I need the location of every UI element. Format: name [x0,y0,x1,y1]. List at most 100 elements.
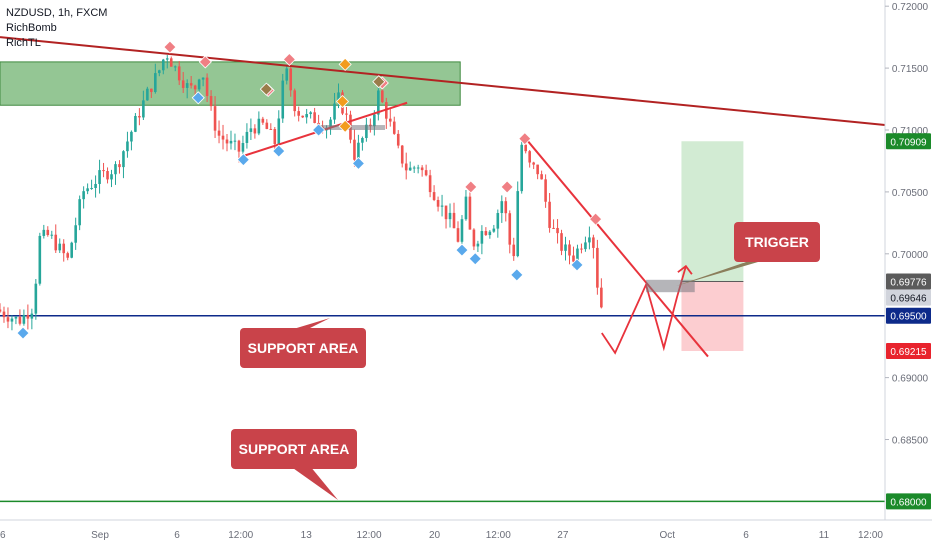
candle-body [424,170,428,176]
indicator-richtl[interactable]: RichTL [6,37,41,49]
candle-body [353,139,356,160]
candle-body [464,196,468,220]
bearish-marker [518,132,532,146]
candle-body [197,79,201,90]
bullish-marker [510,268,524,282]
candle-body [257,118,261,134]
bullish-marker [455,243,469,257]
candle-body [476,243,480,247]
candle-body [329,119,332,128]
candle-body [432,192,436,200]
descending-trendline[interactable] [0,36,886,127]
candle-body [205,77,209,97]
candle-body [241,142,245,152]
candle-body [452,212,456,229]
price-badge-label: 0.69646 [890,294,927,305]
support-lower-callout-box[interactable] [231,429,357,469]
candle-body [596,247,599,288]
price-tick-label: 0.72000 [892,2,929,13]
candle-body [392,121,396,134]
candle-body [86,188,89,192]
candle-body [10,318,14,322]
candle-body [110,174,113,180]
candle-body [536,164,539,175]
candle-body [138,115,141,118]
candle-body [106,171,109,180]
candle-body [82,191,85,200]
indicator-richbomb[interactable]: RichBomb [6,22,57,34]
candle-body [408,167,412,171]
candle-body [193,85,197,90]
bullish-marker [236,153,250,167]
candle-body [221,135,225,140]
support-upper-callout-box[interactable] [240,328,366,368]
price-badge-label: 0.69500 [890,312,927,323]
candle-body [576,248,579,262]
olive-marker [372,75,386,89]
candle-body [150,88,153,93]
profit-target-zone[interactable] [681,141,744,282]
candle-body [217,130,221,136]
resistance-zone[interactable] [0,61,461,106]
candle-body [126,141,129,152]
time-tick-label: 12:00 [486,530,511,541]
candle-body [404,163,408,171]
candle-body [500,201,504,214]
candle-body [66,253,70,258]
candle-body [357,142,360,160]
time-tick-label: 11 [819,530,830,541]
candle-body [261,118,265,123]
candle-body [6,317,10,322]
candle-body [118,164,121,168]
drawings-layer [0,36,886,358]
price-badge-label: 0.68000 [890,497,927,508]
trigger-entry-box[interactable] [646,279,695,293]
bearish-marker [589,212,603,226]
candles-layer [0,55,603,331]
candle-body [277,118,281,145]
short-term-downtrend-line[interactable] [524,136,709,358]
time-tick-label: Oct [660,530,676,541]
candle-body [337,92,340,104]
price-badge [886,289,931,306]
time-axis[interactable]: 6 Sep 6 12:00 13 12:00 20 12:00 27 Oct 6 11 12:00 [0,519,932,541]
candle-body [169,58,173,67]
candle-body [289,68,293,91]
price-badge [886,343,931,359]
price-tick-label: 0.71000 [892,126,929,137]
candle-body [512,244,516,257]
candle-body [345,113,348,115]
trigger-callout-box[interactable] [734,222,820,262]
candle-body [333,103,336,120]
price-badge [886,133,931,150]
candle-body [201,77,205,80]
orange-marker [335,94,350,109]
chart-legend: NZDUSD, 1h, FXCM RichBomb RichTL [6,6,107,51]
candle-body [516,191,520,257]
candle-body [381,90,384,103]
candle-body [2,311,6,318]
candle-body [528,151,531,163]
candle-body [313,112,316,123]
support-lower-callout-label: SUPPORT AREA [239,441,350,457]
candle-body [592,237,595,248]
candle-body [181,80,185,88]
candle-body [30,313,34,319]
candle-body [142,100,145,118]
candle-body [273,129,277,145]
bearish-marker [282,52,296,66]
candle-body [285,68,289,81]
symbol-line[interactable]: NZDUSD, 1h, FXCM [6,7,108,19]
candle-body [177,66,181,81]
candle-body [134,115,137,132]
price-axis[interactable]: 0.72000 0.71500 0.71000 0.70500 0.70000 0.690… [884,0,929,520]
orange-marker [338,57,352,71]
candle-body [18,316,22,324]
price-tick-label: 0.70500 [892,188,929,199]
support-upper-callout-label: SUPPORT AREA [248,340,359,356]
consolidation-box[interactable] [318,125,385,130]
candle-body [305,114,308,118]
trigger-callout-label: TRIGGER [745,234,809,250]
candle-body [102,170,105,172]
